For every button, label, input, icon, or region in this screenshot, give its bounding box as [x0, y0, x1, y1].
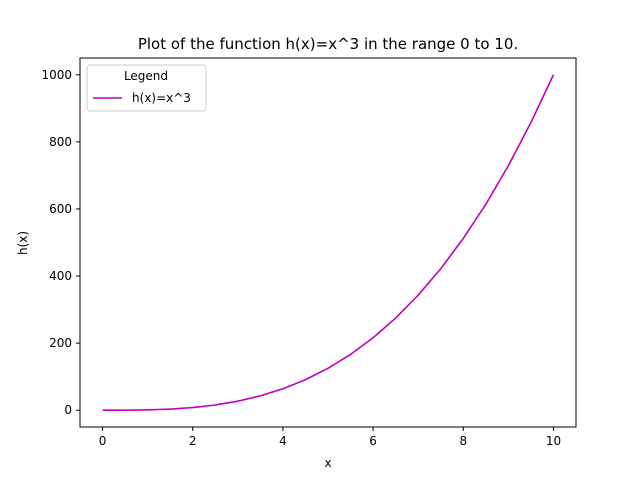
x-tick-label: 8 — [459, 434, 467, 448]
series-line-h-x — [102, 74, 555, 412]
plot-frame — [79, 57, 577, 428]
y-tick-label: 0 — [64, 403, 72, 417]
legend-box — [86, 64, 207, 112]
y-tick-label: 200 — [49, 336, 72, 350]
y-tick-label: 1000 — [41, 68, 72, 82]
x-tick-label: 2 — [189, 434, 197, 448]
legend-entry-label: h(x)=x^3 — [132, 91, 191, 105]
x-axis-label: x — [324, 456, 331, 470]
y-tick-label: 600 — [49, 202, 72, 216]
chart-title: Plot of the function h(x)=x^3 in the ran… — [138, 35, 518, 53]
x-tick-label: 10 — [546, 434, 561, 448]
ticks-layer: 0 2 4 6 8 10 0 200 400 600 800 1000 — [41, 68, 561, 448]
x-tick-label: 0 — [99, 434, 107, 448]
y-tick-label: 400 — [49, 269, 72, 283]
legend: Legend h(x)=x^3 — [86, 64, 207, 112]
legend-title: Legend — [124, 69, 168, 83]
y-axis-label: h(x) — [16, 231, 30, 255]
plot-layer — [102, 74, 555, 412]
x-tick-label: 6 — [369, 434, 377, 448]
x-tick-label: 4 — [279, 434, 287, 448]
y-tick-label: 800 — [49, 135, 72, 149]
